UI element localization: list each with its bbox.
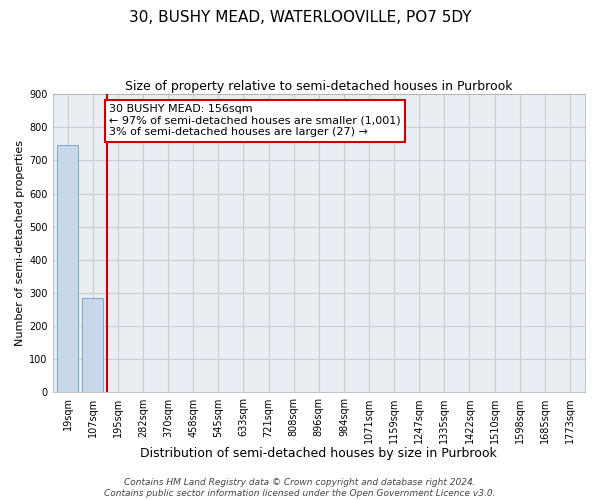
Text: 30 BUSHY MEAD: 156sqm
← 97% of semi-detached houses are smaller (1,001)
3% of se: 30 BUSHY MEAD: 156sqm ← 97% of semi-deta…: [109, 104, 401, 138]
Title: Size of property relative to semi-detached houses in Purbrook: Size of property relative to semi-detach…: [125, 80, 512, 93]
Bar: [82, 298, 103, 392]
Y-axis label: Number of semi-detached properties: Number of semi-detached properties: [15, 140, 25, 346]
Text: Contains HM Land Registry data © Crown copyright and database right 2024.
Contai: Contains HM Land Registry data © Crown c…: [104, 478, 496, 498]
X-axis label: Distribution of semi-detached houses by size in Purbrook: Distribution of semi-detached houses by …: [140, 447, 497, 460]
Bar: [57, 144, 78, 392]
Text: 30, BUSHY MEAD, WATERLOOVILLE, PO7 5DY: 30, BUSHY MEAD, WATERLOOVILLE, PO7 5DY: [129, 10, 471, 25]
